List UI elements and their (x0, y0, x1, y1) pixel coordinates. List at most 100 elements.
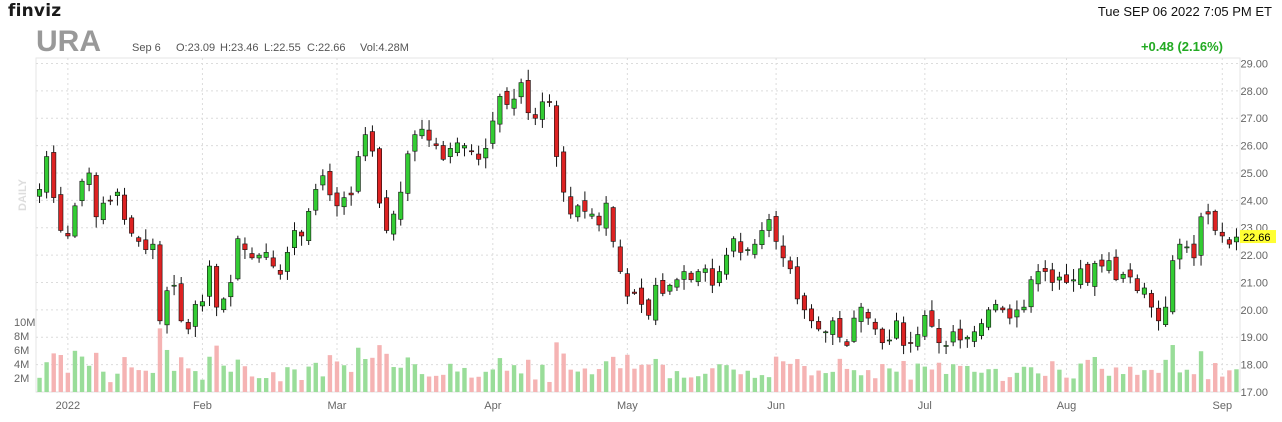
volume-bar (1106, 375, 1112, 392)
candle-down (872, 321, 878, 330)
volume-bar (490, 369, 496, 392)
candle-down (327, 171, 333, 196)
volume-bar (476, 376, 481, 392)
volume-bar (1184, 369, 1190, 392)
volume-bar (950, 364, 956, 392)
candle-up (490, 120, 496, 144)
candle-up (164, 290, 170, 326)
volume-bar (256, 378, 262, 392)
volume-bar (639, 364, 644, 392)
candle-down (58, 194, 64, 231)
candle-up (221, 298, 227, 311)
volume-bar (603, 361, 609, 392)
volume-bar (341, 365, 347, 392)
volume-bar (285, 367, 290, 392)
candle-up (454, 142, 460, 153)
candle-down (1212, 210, 1218, 231)
volume-bar (65, 372, 71, 392)
volume-bar (1213, 363, 1218, 392)
volume-bar (1113, 367, 1119, 392)
volume-bar (1142, 370, 1147, 392)
candle-down (546, 101, 552, 103)
candle-down (277, 270, 283, 275)
candle-down (865, 312, 871, 319)
candle-down (624, 273, 630, 297)
candle-up (412, 134, 418, 152)
candle-up (150, 243, 156, 250)
candle-up (44, 156, 50, 193)
price-tick-label: 20.00 (1240, 305, 1268, 317)
candle-down (122, 194, 128, 220)
candle-up (1120, 273, 1126, 279)
candle-up (86, 172, 92, 185)
x-tick-label: Mar (328, 400, 347, 412)
candle-down (631, 291, 637, 294)
candle-down (476, 153, 482, 160)
volume-bar (710, 368, 715, 392)
volume-bar (688, 377, 694, 392)
candle-up (667, 284, 673, 292)
candle-up (1184, 246, 1190, 249)
candle-up (716, 271, 722, 283)
volume-bar (972, 371, 977, 392)
volume-bar (391, 367, 396, 392)
volume-bar (958, 365, 963, 392)
candle-up (603, 202, 609, 229)
candle-up (971, 331, 977, 342)
candle-up (702, 268, 708, 273)
volume-bar (1092, 356, 1098, 392)
volume-bar (1149, 369, 1154, 392)
candle-down (1085, 263, 1091, 283)
volume-bar (150, 372, 156, 392)
volume-bar (632, 368, 637, 392)
candle-down (709, 268, 715, 286)
volume-bar (86, 365, 92, 392)
volume-bar (200, 379, 205, 392)
candle-down (809, 308, 815, 322)
volume-bar (575, 371, 580, 392)
volume-bar (993, 368, 998, 392)
volume-bar (348, 371, 354, 392)
candle-up (114, 191, 120, 196)
volume-bar (1120, 374, 1126, 392)
candle-down (610, 207, 616, 242)
last-price-tag: 22.66 (1240, 230, 1276, 244)
volume-bar (398, 367, 403, 392)
volume-bar (228, 371, 233, 392)
change-label: +0.48 (2.16%) (1141, 39, 1223, 54)
volume-bar (1000, 380, 1005, 392)
finviz-logo[interactable]: finviz (8, 1, 62, 21)
volume-bar (504, 370, 510, 392)
candle-up (391, 213, 397, 235)
candle-down (844, 341, 850, 346)
volume-bar (214, 345, 219, 392)
candle-up (745, 249, 751, 251)
candle-down (901, 322, 907, 346)
candle-up (518, 82, 524, 98)
volume-bar (320, 376, 326, 392)
volume-bar (129, 367, 134, 392)
candle-down (1000, 307, 1006, 311)
candle-down (646, 299, 652, 316)
candle-up (724, 254, 730, 275)
candle-down (738, 241, 744, 253)
candle-up (681, 271, 687, 280)
candle-down (596, 215, 602, 226)
volume-bar (830, 371, 835, 392)
candle-down (376, 148, 382, 204)
candle-down (525, 80, 531, 114)
price-tick-label: 28.00 (1240, 86, 1268, 98)
candle-up (1078, 268, 1084, 285)
volume-bar (327, 355, 333, 392)
candle-down (1134, 278, 1140, 292)
volume-bar (377, 345, 382, 392)
volume-bar (667, 378, 673, 392)
volume-bar (1085, 359, 1090, 392)
candle-down (582, 200, 588, 212)
volume-bar (1078, 363, 1083, 392)
volume-bar (356, 347, 361, 392)
candle-up (1163, 306, 1169, 325)
candle-down (957, 328, 963, 341)
price-tick-label: 29.00 (1240, 58, 1268, 70)
volume-bar (625, 354, 630, 392)
